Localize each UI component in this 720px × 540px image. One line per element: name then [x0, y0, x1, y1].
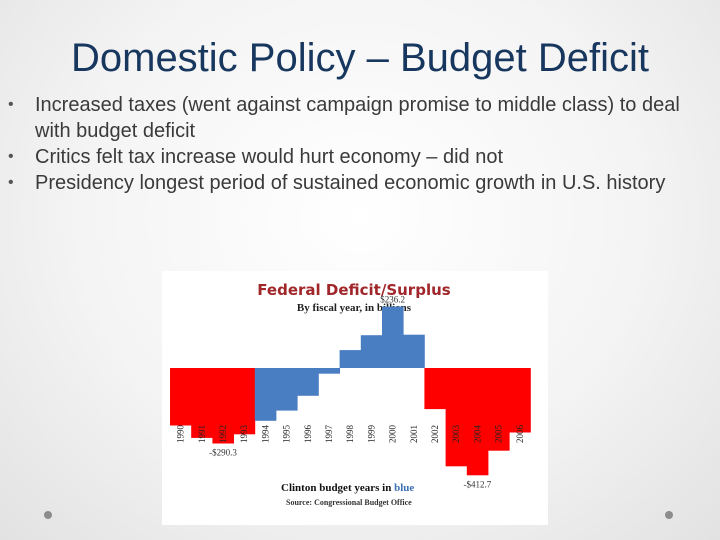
tick-label: 1995	[282, 425, 292, 444]
bullet-text: Critics felt tax increase would hurt eco…	[35, 146, 503, 168]
data-label: -$290.3	[209, 448, 237, 458]
data-label-group: -$290.3 $236.2 -$412.7	[209, 295, 492, 490]
tick-label: 1990	[176, 425, 186, 444]
bullet-item: • Increased taxes (went against campaign …	[6, 92, 718, 144]
tick-label-group: 1990 1991 1992 1993 1994 1995 1996 1997 1998 1999…	[176, 425, 525, 444]
tick-label: 2005	[494, 425, 504, 444]
tick-label: 1991	[197, 425, 207, 443]
tick-label: 2002	[430, 425, 440, 443]
tick-label: 1996	[303, 425, 313, 444]
bar-1991	[191, 368, 213, 438]
bar-2005	[488, 368, 510, 451]
tick-label: 1992	[218, 425, 228, 443]
chart-source: Source: Congressional Budget Office	[286, 498, 412, 507]
bullet-item: • Presidency longest period of sustained …	[6, 170, 718, 196]
page-title: Domestic Policy – Budget Deficit	[70, 36, 649, 80]
bar-1995	[276, 368, 298, 411]
bullet-item: • Critics felt tax increase would hurt ec…	[6, 144, 718, 170]
bar-1999	[360, 335, 383, 368]
corner-dot-left	[44, 511, 52, 519]
bar-1998	[339, 350, 362, 368]
tick-label: 2003	[451, 425, 461, 444]
tick-label: 2001	[409, 425, 419, 443]
chart-svg: Federal Deficit/Surplus By fiscal year, …	[170, 281, 531, 507]
tick-label: 2000	[388, 425, 398, 444]
bar-1990	[170, 368, 192, 426]
bar-1996	[297, 368, 319, 396]
tick-label: 1999	[366, 425, 376, 444]
bullet-dot: •	[8, 174, 14, 191]
tick-label: 1998	[345, 425, 355, 444]
bar-1992	[212, 368, 234, 444]
bar-2006	[509, 368, 531, 433]
bullet-dot: •	[8, 148, 14, 165]
deficit-chart: Federal Deficit/Surplus By fiscal year, …	[162, 271, 548, 525]
tick-label: 1997	[324, 425, 334, 444]
tick-label: 2004	[472, 425, 482, 444]
bullet-dot: •	[8, 96, 14, 113]
bullet-text: Presidency longest period of sustained e…	[35, 172, 666, 194]
bullet-list: • Increased taxes (went against campaign …	[6, 92, 718, 196]
bar-2001	[403, 334, 425, 368]
corner-dot-right	[665, 511, 673, 519]
chart-footer: Clinton budget years in blue	[281, 482, 414, 494]
chart-title: Federal Deficit/Surplus	[257, 281, 450, 299]
tick-label: 1994	[260, 425, 270, 444]
bar-2000	[382, 306, 404, 368]
bullet-text: Increased taxes (went against campaign p…	[35, 94, 680, 142]
bar-group	[170, 306, 531, 476]
data-label: -$412.7	[464, 479, 492, 489]
chart-footer-prefix: Clinton budget years in	[281, 482, 394, 494]
bar-1994	[254, 368, 277, 421]
bar-1997	[318, 368, 340, 374]
bar-2004	[466, 368, 489, 476]
bar-2003	[445, 368, 468, 467]
tick-label: 1993	[239, 425, 249, 444]
tick-label: 2006	[515, 425, 525, 444]
bar-1993	[233, 368, 256, 435]
data-label: $236.2	[380, 295, 405, 305]
chart-footer-highlight: blue	[394, 482, 414, 494]
bar-2002	[424, 368, 446, 410]
